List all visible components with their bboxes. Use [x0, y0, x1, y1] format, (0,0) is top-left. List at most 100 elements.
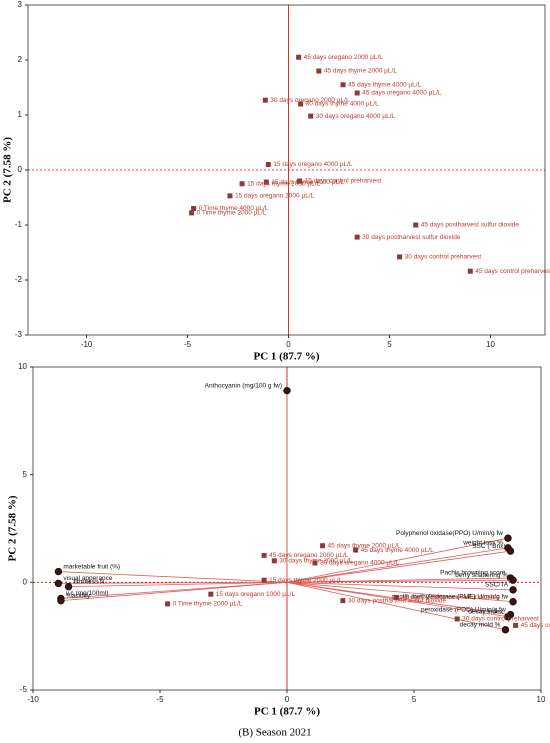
variable-label: Pachis browning score: [440, 570, 506, 577]
treatment-point: [239, 181, 245, 187]
loading-vector: [58, 571, 288, 583]
treatment-point: [397, 254, 403, 260]
y-tick-label: 10: [18, 362, 27, 371]
loading-vector: [286, 581, 511, 616]
treatment-point: [413, 222, 419, 228]
variable-point: [501, 626, 510, 634]
y-tick-label: 3: [18, 0, 23, 9]
loading-vector: [60, 581, 288, 602]
variable-point: [509, 598, 517, 606]
point-label: 15 days thyme 2000 µL/L: [247, 180, 321, 187]
treatment-point: [340, 82, 346, 88]
x-axis-label: PC 1 (87.7 %): [254, 706, 320, 718]
treatment-point: [191, 206, 197, 211]
variable-label: weight loss %: [462, 540, 503, 547]
variable-label: firmness N: [74, 578, 105, 585]
point-label: 30 days postharvest sulfur dioxide: [348, 597, 447, 604]
variable-label: Anthocyanin (mg/100 g fw): [205, 382, 282, 389]
x-tick-label: -5: [184, 340, 192, 349]
point-label: 45 days postharvest sulfur dioxide: [421, 222, 520, 229]
x-tick-label: 10: [537, 695, 546, 704]
point-label: 15 days control preharvest: [305, 178, 382, 185]
point-label: 30 days oregano 4000 µL/L: [316, 113, 396, 120]
variable-label: SSC/TA: [485, 582, 509, 589]
treatment-point: [513, 622, 519, 628]
treatment-point: [271, 558, 277, 564]
treatment-point: [340, 598, 346, 604]
point-label: 15 days oregano 2000 µL/L: [235, 193, 315, 200]
point-label: 45 days thyme 4000 µL/L: [348, 81, 422, 88]
variable-label: visual apperance: [63, 575, 113, 582]
point-label: 30 days oregano 4000 µL/L: [320, 560, 400, 567]
variable-label: marketable fruit (%): [63, 563, 120, 570]
treatment-point: [467, 268, 473, 274]
loading-vector: [286, 547, 509, 583]
treatment-point: [263, 179, 269, 185]
point-label: 15 days oregano 4000 µL/L: [273, 161, 353, 168]
x-tick-label: 10: [486, 340, 495, 349]
point-label: 30 days control preharvest: [462, 616, 539, 623]
treatment-point: [354, 90, 360, 96]
y-tick-label: 0: [18, 165, 23, 174]
y-tick-label: 5: [23, 470, 28, 479]
treatment-point: [393, 594, 399, 600]
treatment-point: [316, 68, 322, 74]
point-label: 45 days thyme 2000 µL/L: [324, 68, 398, 75]
loading-vector: [286, 581, 514, 603]
point-label: 30 days thyme 4000 µL/L: [306, 101, 380, 108]
point-label: 0 Time thyme 2000 µL/L: [197, 210, 267, 217]
variable-point: [504, 534, 512, 542]
variable-point: [283, 386, 291, 395]
point-label: 45 days control preharvest: [475, 268, 550, 275]
x-axis-label: PC 1 (87.7 %): [254, 351, 320, 363]
variable-point: [509, 586, 517, 594]
variable-point: [504, 613, 512, 621]
treatment-point: [208, 591, 214, 597]
y-axis-label: PC 2 (7.58 %): [7, 495, 19, 561]
x-tick-label: -5: [156, 695, 164, 704]
point-label: 45 days oregano 2000 µL/L: [269, 552, 349, 559]
caption: (B) Season 2021: [238, 727, 311, 739]
treatment-point: [261, 552, 267, 558]
point-label: 15 days thyme 2000 µL/L: [269, 577, 343, 584]
loading-vector: [58, 581, 288, 584]
variable-label: berry shattering %: [455, 572, 508, 579]
treatment-point: [227, 193, 233, 199]
loading-vector: [286, 537, 509, 583]
x-tick-label: 0: [285, 695, 290, 704]
variable-point: [509, 576, 517, 584]
variable-point: [54, 567, 63, 576]
y-tick-label: 2: [18, 55, 23, 64]
treatment-point: [261, 577, 267, 583]
treatment-point: [296, 54, 302, 60]
treatment-point: [354, 234, 360, 240]
point-label: 30 days postharvest sulfur dioxide: [362, 234, 461, 241]
variable-point: [64, 582, 73, 591]
point-label: 15 days oregano 1000 µL/L: [216, 591, 296, 598]
x-tick-label: 0: [286, 340, 291, 349]
y-tick-label: -1: [15, 220, 23, 229]
y-tick-label: -5: [20, 685, 28, 694]
point-label: 0 Time thyme 4000 µL/L: [199, 205, 269, 212]
treatment-point: [353, 547, 359, 553]
treatment-point: [297, 178, 303, 184]
loading-vector: [286, 581, 506, 631]
point-label: 45 days oregano 4000 µL/L: [362, 90, 442, 97]
loading-vector: [286, 581, 514, 591]
point-label: 45 days oregano 2000 µL/L: [304, 54, 384, 61]
point-label: 30 days control preharvest: [405, 254, 482, 261]
point-label: 45 days postharvest sulfur dioxide: [401, 594, 500, 601]
x-tick-label: -10: [27, 695, 39, 704]
y-tick-label: -3: [15, 330, 23, 339]
treatment-point: [262, 97, 268, 103]
loading-vector: [68, 581, 288, 588]
variable-label: SSC (°Brix): [472, 542, 505, 550]
variable-point: [506, 547, 515, 555]
point-label: 15 days thyme 4000 µL/L: [271, 179, 345, 186]
variable-point: [54, 579, 63, 588]
variable-label: decay mold %: [460, 621, 501, 628]
point-label: 45 days control preharvest: [521, 622, 550, 629]
treatment-point: [265, 162, 271, 167]
point-label: 45 days thyme 4000 µL/L: [361, 547, 435, 554]
